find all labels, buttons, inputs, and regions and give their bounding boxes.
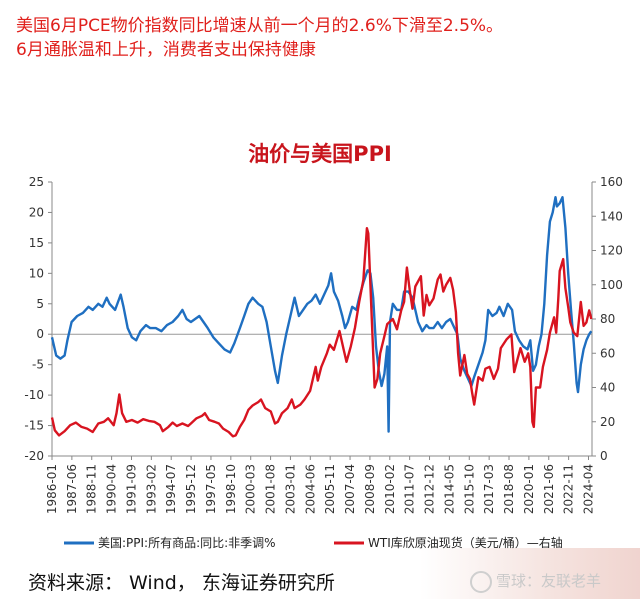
x-tick-label: 2010-02 bbox=[383, 464, 397, 514]
right-tick-label: 0 bbox=[600, 449, 608, 463]
x-tick-label: 2005-11 bbox=[323, 464, 337, 514]
x-tick-label: 1995-12 bbox=[184, 464, 198, 514]
left-tick-label: 0 bbox=[36, 327, 44, 341]
x-tick-label: 1987-06 bbox=[65, 464, 79, 514]
left-tick-label: -5 bbox=[32, 358, 44, 372]
x-tick-label: 1993-02 bbox=[144, 464, 158, 514]
source-note: 资料来源： Wind， 东海证券研究所 bbox=[28, 572, 335, 594]
watermark: 雪球：友联老羊 bbox=[470, 570, 601, 593]
left-tick-label: 25 bbox=[29, 175, 44, 189]
x-tick-label: 2018-08 bbox=[502, 464, 516, 514]
right-tick-label: 140 bbox=[600, 209, 623, 223]
right-tick-label: 20 bbox=[600, 415, 615, 429]
chart-legend: 美国:PPI:所有商品:同比:非季调% WTI库欣原油现货（美元/桶）—右轴 bbox=[64, 535, 563, 550]
x-tick-label: 1990-04 bbox=[105, 464, 119, 514]
x-tick-label: 2020-01 bbox=[522, 464, 536, 514]
x-tick-label: 2014-05 bbox=[442, 464, 456, 514]
headline-line-2: 6月通胀温和上升，消费者支出保持健康 bbox=[16, 40, 316, 60]
x-tick-label: 2008-09 bbox=[363, 464, 377, 514]
x-tick-label: 1994-07 bbox=[164, 464, 178, 514]
left-tick-label: -20 bbox=[24, 449, 44, 463]
wti-series-line bbox=[50, 227, 593, 438]
left-tick-label: -10 bbox=[24, 388, 44, 402]
right-tick-label: 60 bbox=[600, 346, 615, 360]
left-tick-label: 10 bbox=[29, 266, 44, 280]
x-tick-label: 2000-03 bbox=[244, 464, 258, 514]
chart-lines bbox=[50, 196, 593, 438]
x-tick-label: 2003-01 bbox=[283, 464, 297, 514]
x-tick-label: 2001-08 bbox=[264, 464, 278, 514]
watermark-text: 雪球：友联老羊 bbox=[496, 572, 602, 590]
right-tick-label: 40 bbox=[600, 381, 615, 395]
left-tick-label: 20 bbox=[29, 205, 44, 219]
left-tick-label: 15 bbox=[29, 236, 44, 250]
legend-label: 美国:PPI:所有商品:同比:非季调% bbox=[98, 535, 276, 550]
x-tick-label: 2011-07 bbox=[403, 464, 417, 514]
x-tick-label: 1988-11 bbox=[85, 464, 99, 514]
x-tick-label: 2007-04 bbox=[343, 464, 357, 514]
x-tick-label: 1997-05 bbox=[204, 464, 218, 514]
headline: 美国6月PCE物价指数同比增速从前一个月的2.6%下滑至2.5%。 6月通胀温和… bbox=[16, 14, 626, 62]
x-tick-label: 2017-03 bbox=[482, 464, 496, 514]
x-tick-label: 2022-11 bbox=[562, 464, 576, 514]
left-tick-label: 5 bbox=[36, 297, 44, 311]
x-tick-label: 1991-09 bbox=[124, 464, 138, 514]
x-tick-label: 2004-06 bbox=[303, 464, 317, 514]
right-tick-label: 160 bbox=[600, 175, 623, 189]
chart-axes: -20 -15 -10 -5 0 5 10 15 20 25 0 20 40 60 80 100 120 140 1… bbox=[24, 175, 623, 514]
left-tick-label: -15 bbox=[24, 419, 44, 433]
x-tick-label: 2012-12 bbox=[423, 464, 437, 514]
x-tick-label: 1998-10 bbox=[224, 464, 238, 514]
right-tick-label: 100 bbox=[600, 278, 623, 292]
right-tick-label: 120 bbox=[600, 244, 623, 258]
ppi-series-line bbox=[50, 196, 593, 433]
watermark-logo-icon bbox=[470, 570, 492, 593]
x-tick-label: 1986-01 bbox=[45, 464, 59, 514]
legend-label: WTI库欣原油现货（美元/桶）—右轴 bbox=[368, 535, 563, 550]
x-tick-label: 2015-10 bbox=[462, 464, 476, 514]
x-tick-label: 2024-04 bbox=[581, 464, 595, 514]
x-tick-label: 2021-06 bbox=[542, 464, 556, 514]
right-tick-label: 80 bbox=[600, 312, 615, 326]
headline-line-1: 美国6月PCE物价指数同比增速从前一个月的2.6%下滑至2.5%。 bbox=[16, 16, 504, 36]
chart-title: 油价与美国PPI bbox=[248, 142, 392, 166]
watermark-background bbox=[420, 548, 640, 599]
